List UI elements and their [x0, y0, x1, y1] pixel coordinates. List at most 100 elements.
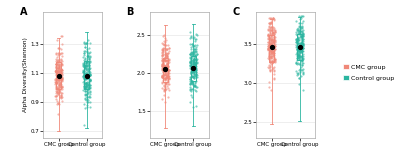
Point [298, 50, 304, 53]
Point [159, 54, 166, 57]
Point [293, 20, 299, 22]
Point [190, 59, 196, 61]
Text: A: A [20, 7, 27, 17]
Bar [297, 34, 302, 60]
Point [192, 73, 199, 75]
Point [265, 47, 271, 50]
Point [299, 36, 306, 38]
Point [298, 27, 305, 29]
Point [57, 72, 64, 75]
Point [299, 34, 305, 37]
Point [296, 50, 302, 53]
Point [161, 74, 167, 76]
Point [58, 78, 65, 80]
Point [161, 59, 167, 61]
Point [294, 42, 301, 45]
Point [57, 84, 63, 87]
Point [194, 43, 200, 46]
Point [192, 62, 198, 64]
Point [188, 54, 195, 56]
Point [300, 57, 306, 60]
Point [268, 22, 274, 24]
Point [188, 61, 194, 64]
Point [58, 86, 64, 88]
Point [187, 80, 193, 82]
Point [298, 44, 304, 47]
Point [85, 76, 91, 78]
Point [271, 66, 277, 69]
Point [56, 47, 62, 49]
Point [191, 66, 198, 68]
Point [190, 37, 196, 40]
Point [162, 82, 168, 84]
Point [298, 59, 305, 61]
Point [55, 81, 62, 83]
Point [298, 35, 304, 37]
Point [161, 59, 168, 61]
Point [84, 81, 90, 83]
Point [162, 36, 169, 39]
Point [56, 58, 63, 60]
Point [159, 68, 166, 71]
Point [58, 62, 64, 65]
Point [190, 51, 197, 54]
Point [161, 63, 167, 66]
Point [294, 34, 300, 36]
Point [188, 70, 195, 73]
Point [165, 65, 172, 67]
Point [267, 35, 274, 37]
Point [162, 79, 168, 81]
Point [163, 59, 169, 62]
Point [84, 96, 90, 98]
Point [268, 29, 275, 31]
Point [267, 69, 273, 72]
Point [189, 43, 195, 45]
Point [190, 77, 197, 79]
Point [188, 43, 195, 45]
Point [187, 78, 193, 80]
Point [294, 26, 301, 29]
Point [85, 81, 92, 84]
Point [58, 55, 65, 57]
Point [293, 38, 299, 41]
Point [297, 47, 303, 50]
Point [165, 66, 172, 68]
Point [294, 38, 300, 41]
Point [269, 68, 275, 70]
Point [186, 64, 193, 66]
Point [296, 55, 302, 57]
Point [52, 69, 59, 72]
Point [87, 79, 93, 82]
Point [82, 72, 88, 75]
Point [187, 82, 193, 85]
Point [191, 50, 197, 53]
Point [192, 79, 199, 82]
Point [159, 79, 166, 82]
Point [80, 54, 87, 56]
Point [165, 75, 171, 77]
Point [81, 83, 88, 85]
Point [87, 56, 93, 59]
Point [161, 57, 168, 60]
Point [82, 82, 88, 84]
Point [54, 75, 60, 77]
Point [164, 67, 170, 70]
Point [58, 67, 64, 70]
Point [193, 59, 199, 61]
Point [270, 39, 276, 41]
Point [53, 70, 59, 72]
Point [53, 69, 59, 71]
Point [53, 64, 60, 66]
Point [190, 69, 196, 72]
Point [162, 67, 168, 70]
Point [294, 44, 300, 47]
Point [53, 69, 60, 72]
Point [80, 69, 86, 72]
Point [163, 49, 170, 51]
Point [159, 63, 166, 65]
Point [164, 63, 170, 65]
Point [295, 55, 302, 57]
Point [272, 45, 278, 47]
Point [53, 63, 59, 65]
Point [188, 66, 195, 68]
